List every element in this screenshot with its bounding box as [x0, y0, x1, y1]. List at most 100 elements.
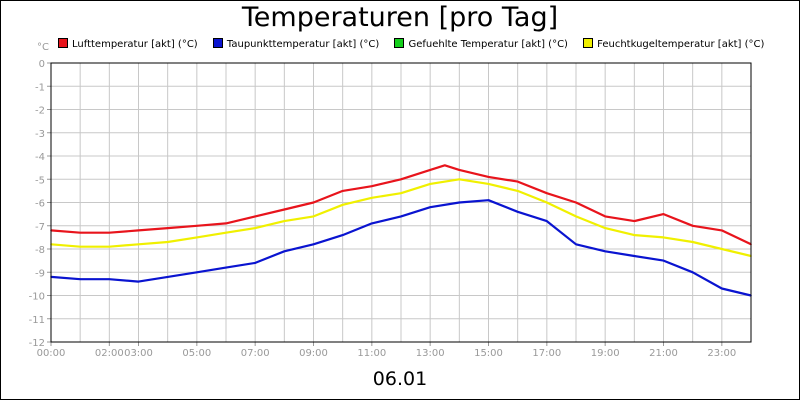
data-point — [312, 215, 315, 218]
x-tick-label: 15:00 — [474, 348, 503, 359]
data-point — [312, 243, 315, 246]
data-point — [691, 241, 694, 243]
y-tick-label: -4 — [35, 152, 45, 163]
x-tick-label: 09:00 — [299, 348, 328, 359]
data-point — [137, 229, 140, 232]
data-point — [691, 271, 694, 274]
data-point — [516, 190, 519, 192]
data-point — [633, 220, 636, 222]
x-tick-label: 13:00 — [416, 348, 445, 359]
x-tick-label: 17:00 — [532, 348, 561, 359]
data-point — [546, 201, 548, 204]
legend-item-taupunkttemperatur: Taupunkttemperatur [akt] (°C) — [212, 38, 380, 50]
data-point — [458, 169, 461, 171]
data-point — [546, 220, 548, 222]
data-point — [196, 224, 198, 227]
series-line-0 — [50, 164, 752, 246]
data-point — [283, 220, 286, 222]
legend-item-gefuehlte-temperatur: Gefuehlte Temperatur [akt] (°C) — [394, 38, 568, 50]
data-point — [662, 213, 665, 215]
y-tick-label: -8 — [35, 245, 45, 256]
y-tick-label: -1 — [35, 82, 45, 93]
data-point — [254, 215, 256, 218]
data-point — [487, 183, 490, 185]
data-point — [166, 227, 169, 229]
legend-swatch — [394, 38, 405, 48]
data-point — [691, 224, 694, 227]
legend-label: Feuchtkugeltemperatur [akt] (°C) — [597, 39, 765, 50]
data-point — [487, 199, 490, 201]
data-point — [283, 208, 286, 211]
legend-item-feuchtkugeltemperatur: Feuchtkugeltemperatur [akt] (°C) — [583, 38, 764, 50]
data-point — [166, 276, 169, 278]
y-tick-label: -2 — [35, 106, 45, 117]
y-axis-unit: °C — [37, 42, 49, 53]
y-tick-label: -3 — [35, 129, 45, 140]
legend-item-lufttemperatur: Lufttemperatur [akt] (°C) — [58, 38, 198, 50]
data-point — [254, 227, 256, 229]
data-point — [166, 241, 169, 243]
data-point — [225, 266, 227, 269]
data-point — [79, 245, 81, 248]
data-point — [487, 176, 490, 178]
y-tick-label: -7 — [35, 222, 45, 233]
data-point — [516, 180, 519, 183]
x-tick-label: 11:00 — [357, 348, 386, 359]
data-point — [575, 243, 577, 246]
legend-label: Taupunkttemperatur [akt] (°C) — [226, 39, 380, 50]
data-point — [633, 234, 636, 236]
data-point — [458, 201, 461, 204]
x-axis-date-label: 06.01 — [372, 368, 428, 390]
data-point — [662, 259, 665, 262]
data-point — [429, 206, 431, 208]
data-point — [196, 271, 198, 274]
plot-border — [50, 62, 752, 343]
data-point — [721, 229, 723, 232]
data-point — [283, 250, 286, 253]
data-point — [225, 222, 227, 225]
data-point — [341, 234, 344, 236]
data-point — [721, 248, 723, 250]
y-tick-label: -12 — [29, 338, 45, 349]
data-point — [546, 192, 548, 194]
data-point — [254, 262, 256, 264]
data-point — [108, 231, 111, 234]
data-point — [516, 211, 519, 213]
data-point — [196, 236, 198, 239]
data-point — [429, 169, 431, 171]
data-point — [400, 178, 402, 181]
x-tick-label: 23:00 — [707, 348, 736, 359]
legend: Lufttemperatur [akt] (°C) Taupunkttemper… — [58, 38, 776, 50]
x-tick-label: 07:00 — [241, 348, 270, 359]
data-point — [604, 227, 606, 229]
data-point — [604, 250, 606, 253]
chart-title: Temperaturen [pro Tag] — [241, 2, 559, 33]
data-point — [575, 201, 577, 204]
y-tick-label: -11 — [29, 315, 45, 326]
x-tick-label: 03:00 — [124, 348, 153, 359]
x-tick-label: 00:00 — [37, 348, 66, 359]
y-tick-label: -9 — [35, 268, 45, 279]
data-point — [371, 222, 373, 225]
data-point — [108, 278, 111, 281]
data-point — [225, 231, 227, 234]
y-tick-label: -5 — [35, 175, 45, 186]
data-point — [137, 280, 140, 283]
data-point — [371, 197, 373, 199]
x-tick-label: 02:00 — [95, 348, 124, 359]
x-tick-label: 21:00 — [649, 348, 678, 359]
legend-label: Gefuehlte Temperatur [akt] (°C) — [408, 39, 568, 50]
data-point — [79, 278, 81, 281]
data-point — [312, 201, 315, 204]
data-point — [458, 178, 461, 181]
data-point — [341, 190, 344, 192]
legend-swatch — [212, 38, 223, 48]
data-point — [604, 215, 606, 218]
data-point — [662, 236, 665, 239]
data-point — [341, 204, 344, 206]
data-point — [443, 164, 446, 167]
x-tick-label: 19:00 — [591, 348, 620, 359]
data-point — [371, 185, 373, 188]
y-tick-label: -6 — [35, 199, 45, 210]
